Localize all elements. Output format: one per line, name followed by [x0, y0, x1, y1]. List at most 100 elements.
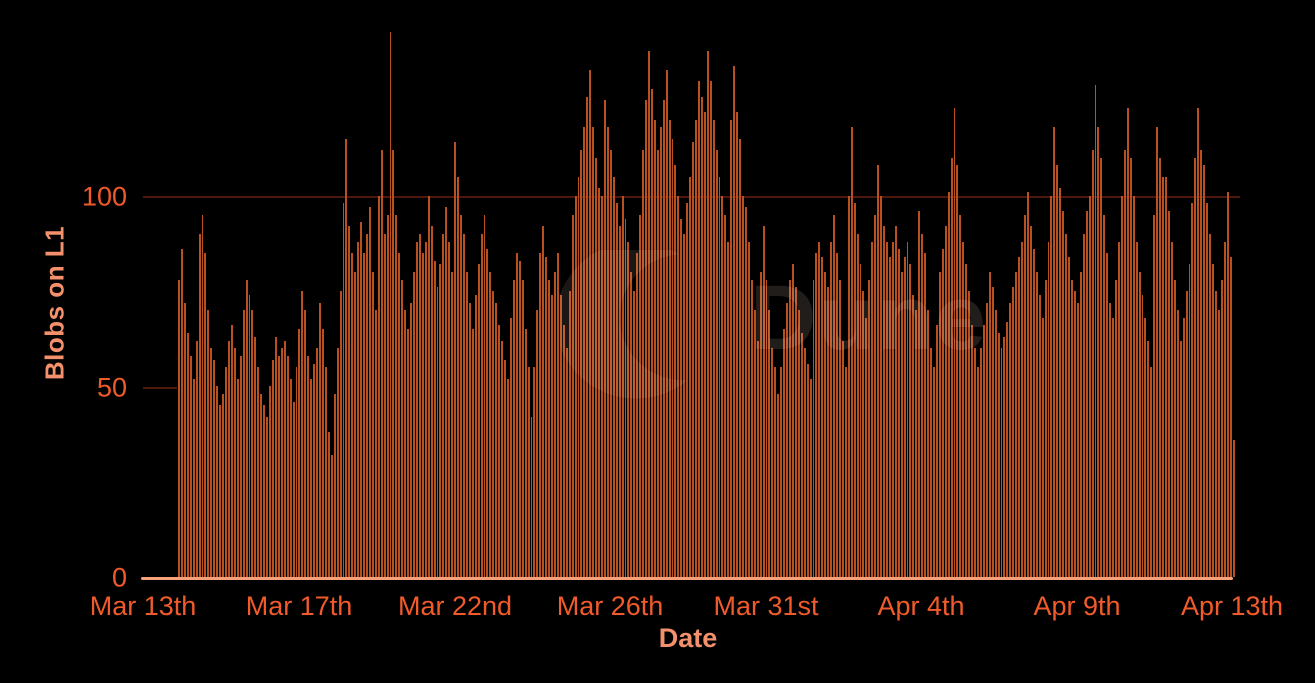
- gridline-100: [143, 196, 1240, 198]
- bar: [759, 272, 762, 577]
- bar: [621, 196, 624, 577]
- bar: [430, 226, 433, 577]
- bar: [1214, 291, 1217, 577]
- bar: [653, 120, 656, 577]
- bar: [1094, 85, 1097, 577]
- bar: [421, 253, 424, 577]
- plot-area[interactable]: [178, 17, 1235, 577]
- bar: [589, 70, 592, 577]
- bar: [595, 158, 598, 577]
- bar: [1032, 249, 1035, 577]
- bar: [483, 215, 486, 577]
- bar: [897, 249, 900, 577]
- bar: [991, 287, 994, 577]
- bar: [424, 242, 427, 577]
- bar: [1053, 127, 1056, 577]
- bar: [436, 287, 439, 577]
- bar: [680, 219, 683, 577]
- x-tick-label-mar26: Mar 26th: [556, 591, 664, 621]
- bar: [727, 242, 730, 577]
- bar: [524, 329, 527, 577]
- bar: [715, 150, 718, 577]
- bar: [257, 367, 260, 577]
- bar: [374, 310, 377, 577]
- bar: [509, 318, 512, 577]
- bar: [266, 417, 269, 577]
- bar: [242, 310, 245, 577]
- bar: [468, 303, 471, 577]
- bar: [283, 341, 286, 577]
- bar: [254, 337, 257, 577]
- bar: [656, 150, 659, 577]
- bar: [333, 394, 336, 577]
- bar: [371, 272, 374, 577]
- bar: [204, 253, 207, 577]
- bar: [342, 203, 345, 577]
- bar: [269, 386, 271, 577]
- bar: [1156, 127, 1159, 577]
- bar: [753, 310, 756, 577]
- bar: [797, 310, 800, 577]
- bar: [1200, 150, 1203, 577]
- bar: [348, 226, 351, 577]
- x-tick-label-apr4: Apr 4th: [877, 591, 965, 621]
- bar: [492, 291, 495, 577]
- bar: [1015, 272, 1018, 577]
- bar: [662, 100, 665, 577]
- bar: [189, 356, 192, 577]
- bar: [871, 242, 874, 577]
- bar: [316, 348, 318, 577]
- bar: [947, 192, 950, 577]
- bar: [213, 360, 216, 577]
- bar: [780, 367, 783, 577]
- bar: [536, 310, 539, 577]
- bar: [327, 432, 330, 577]
- bar: [527, 367, 530, 577]
- bar: [803, 348, 806, 577]
- bar: [932, 367, 935, 577]
- bar: [1159, 158, 1162, 577]
- bar: [618, 226, 621, 577]
- bar: [1223, 242, 1226, 577]
- bar: [1165, 177, 1167, 577]
- bar: [1226, 192, 1229, 577]
- bar: [962, 242, 965, 577]
- bar: [868, 280, 871, 577]
- bar: [885, 242, 888, 577]
- bar: [733, 66, 736, 577]
- bar: [1179, 341, 1182, 577]
- bar: [1118, 242, 1120, 577]
- bar: [319, 303, 321, 577]
- bar: [286, 356, 289, 577]
- bar: [838, 280, 841, 577]
- bar: [354, 272, 357, 577]
- bar: [612, 177, 615, 577]
- bar: [636, 253, 639, 577]
- bar: [251, 310, 254, 577]
- y-tickmark-50: [143, 387, 177, 389]
- bar: [598, 188, 600, 577]
- bar: [791, 264, 794, 577]
- bar: [586, 97, 589, 577]
- bar: [533, 367, 536, 577]
- bar: [1018, 257, 1021, 577]
- bar: [304, 310, 307, 577]
- bar: [448, 242, 451, 577]
- bar: [941, 249, 944, 577]
- bar: [439, 264, 442, 577]
- bar: [1135, 242, 1138, 577]
- bar: [648, 51, 650, 577]
- bar: [1103, 215, 1106, 577]
- bar: [313, 364, 316, 577]
- bar: [1021, 242, 1023, 577]
- bar: [263, 405, 266, 577]
- bar: [883, 226, 885, 577]
- bar: [272, 360, 274, 577]
- bar: [812, 280, 815, 577]
- bar: [1024, 215, 1026, 577]
- bar: [225, 367, 227, 577]
- x-tick-label-mar22: Mar 22nd: [397, 591, 513, 621]
- bar: [903, 257, 906, 577]
- bar: [859, 264, 862, 577]
- bar: [568, 291, 571, 577]
